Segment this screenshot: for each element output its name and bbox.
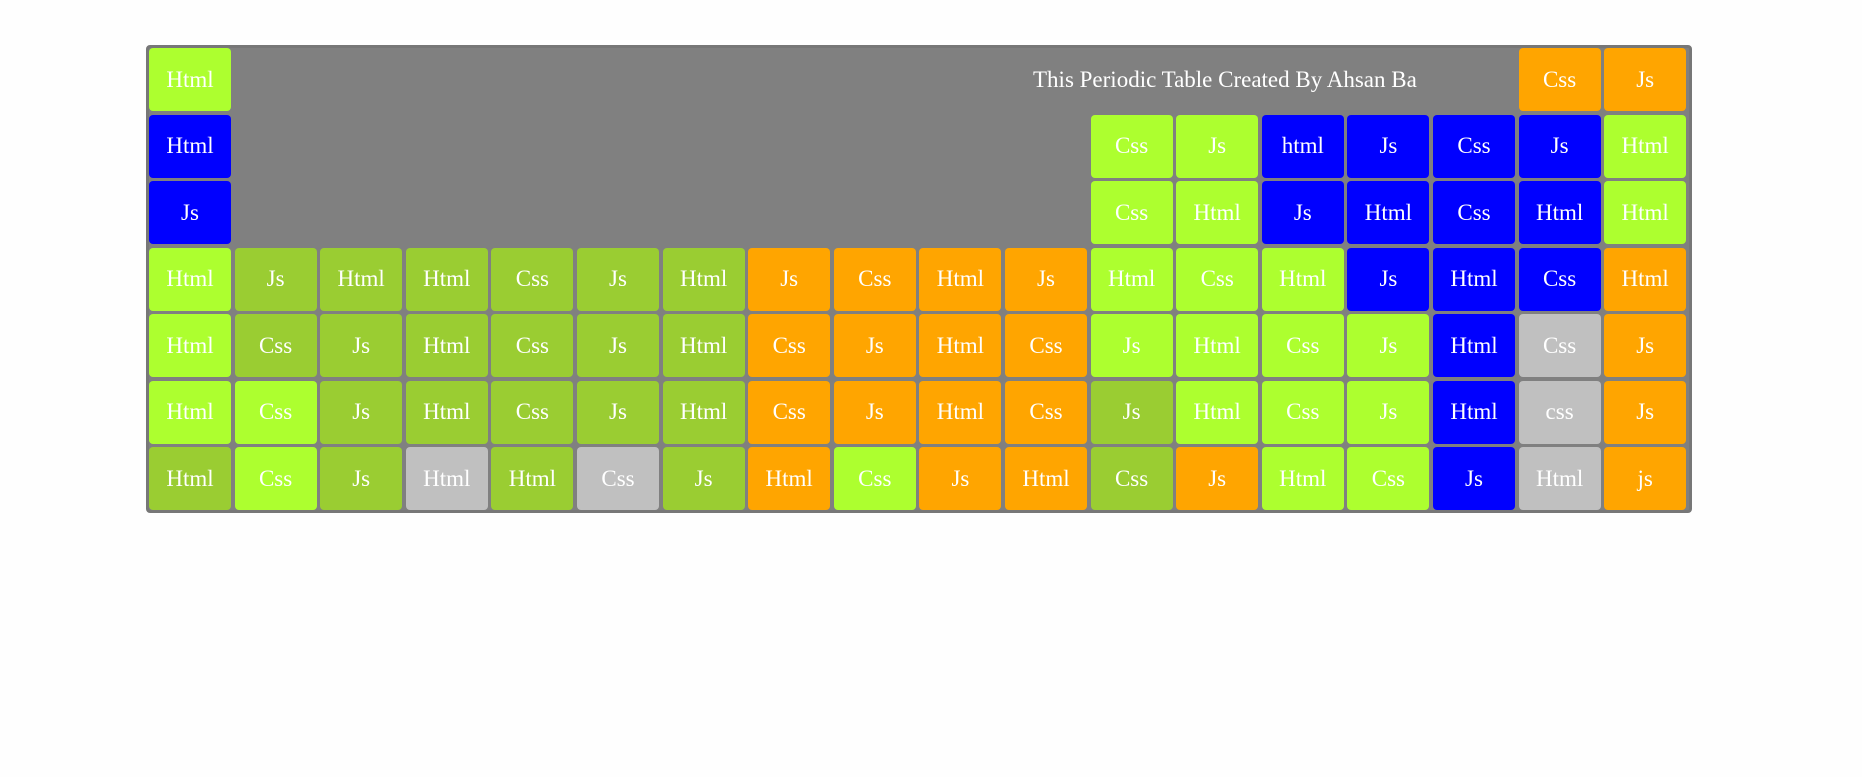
element-cell: css xyxy=(1518,380,1601,444)
element-cell: Html xyxy=(662,247,745,311)
element-cell: Js xyxy=(1261,181,1344,244)
element-cell: Html xyxy=(1090,247,1173,311)
element-cell: Js xyxy=(1090,380,1173,444)
element-cell: Html xyxy=(1604,114,1687,178)
element-cell: Css xyxy=(1518,247,1601,311)
element-cell: Html xyxy=(919,380,1002,444)
element-cell: Html xyxy=(149,114,231,178)
element-cell: Html xyxy=(405,447,488,510)
element-cell: Html xyxy=(748,447,831,510)
element-cell: Js xyxy=(577,380,659,444)
element-cell: Js xyxy=(1604,48,1687,111)
element-cell: Html xyxy=(1604,181,1687,244)
element-cell: Html xyxy=(919,314,1002,377)
element-cell: Js xyxy=(1347,247,1430,311)
element-cell: Html xyxy=(1604,247,1687,311)
element-cell: Css xyxy=(748,380,831,444)
element-cell: Html xyxy=(1176,314,1259,377)
element-cell: Html xyxy=(1261,447,1344,510)
element-cell: Js xyxy=(320,380,403,444)
element-cell: Js xyxy=(833,314,916,377)
element-cell: Js xyxy=(1347,314,1430,377)
element-cell: js xyxy=(1604,447,1687,510)
element-cell: Html xyxy=(1176,380,1259,444)
element-cell: Html xyxy=(149,48,231,111)
element-cell: Html xyxy=(662,314,745,377)
element-cell: Css xyxy=(833,447,916,510)
element-cell: Html xyxy=(320,247,403,311)
element-cell: Js xyxy=(1176,447,1259,510)
element-cell: Html xyxy=(491,447,574,510)
element-cell: Css xyxy=(1518,48,1601,111)
element-cell: Js xyxy=(149,181,231,244)
element-cell: Js xyxy=(748,247,831,311)
element-cell: Html xyxy=(1518,447,1601,510)
element-cell: Css xyxy=(1005,314,1087,377)
element-cell: Css xyxy=(491,314,574,377)
element-cell: Js xyxy=(1604,380,1687,444)
element-cell: Css xyxy=(491,380,574,444)
element-cell: Js xyxy=(1090,314,1173,377)
element-cell: Html xyxy=(149,447,231,510)
element-cell: Html xyxy=(149,380,231,444)
element-cell: Js xyxy=(234,247,317,311)
element-cell: Html xyxy=(149,314,231,377)
element-cell: Css xyxy=(1090,114,1173,178)
element-cell: Css xyxy=(1005,380,1087,444)
element-cell: Html xyxy=(1176,181,1259,244)
element-cell: Css xyxy=(1090,447,1173,510)
element-cell: Html xyxy=(149,247,231,311)
element-cell: Html xyxy=(405,380,488,444)
element-cell: Js xyxy=(577,247,659,311)
element-cell: Js xyxy=(1347,114,1430,178)
element-cell: Js xyxy=(1176,114,1259,178)
element-cell: Js xyxy=(320,447,403,510)
element-cell: Html xyxy=(1433,247,1515,311)
element-cell: Js xyxy=(1433,447,1515,510)
element-cell: Css xyxy=(833,247,916,311)
element-cell: Html xyxy=(1261,247,1344,311)
element-cell: Js xyxy=(1347,380,1430,444)
element-cell: Js xyxy=(1005,247,1087,311)
element-cell: Html xyxy=(405,247,488,311)
element-cell: Html xyxy=(1433,380,1515,444)
periodic-table: This Periodic Table Created By Ahsan Ba … xyxy=(146,45,1692,513)
element-cell: Html xyxy=(1347,181,1430,244)
element-cell: Css xyxy=(1347,447,1430,510)
element-cell: Js xyxy=(662,447,745,510)
element-cell: Html xyxy=(1518,181,1601,244)
element-cell: Html xyxy=(919,247,1002,311)
element-cell: Js xyxy=(1518,114,1601,178)
element-cell: Css xyxy=(1518,314,1601,377)
element-cell: Css xyxy=(1176,247,1259,311)
element-cell: Css xyxy=(1090,181,1173,244)
banner-text: This Periodic Table Created By Ahsan Ba xyxy=(1033,67,1417,92)
element-cell: Js xyxy=(1604,314,1687,377)
element-cell: Html xyxy=(662,380,745,444)
element-cell: Css xyxy=(1433,181,1515,244)
element-cell: Css xyxy=(234,380,317,444)
element-cell: Css xyxy=(748,314,831,377)
element-cell: Css xyxy=(234,447,317,510)
element-cell: Css xyxy=(1261,314,1344,377)
element-cell: Css xyxy=(1433,114,1515,178)
element-cell: Css xyxy=(491,247,574,311)
element-cell: Html xyxy=(1433,314,1515,377)
element-cell: Css xyxy=(1261,380,1344,444)
element-cell: Css xyxy=(234,314,317,377)
element-cell: Html xyxy=(1005,447,1087,510)
element-cell: Html xyxy=(405,314,488,377)
element-cell: Css xyxy=(577,447,659,510)
element-cell: Js xyxy=(577,314,659,377)
element-cell: Js xyxy=(320,314,403,377)
element-cell: Js xyxy=(833,380,916,444)
element-cell: Js xyxy=(919,447,1002,510)
element-cell: html xyxy=(1261,114,1344,178)
